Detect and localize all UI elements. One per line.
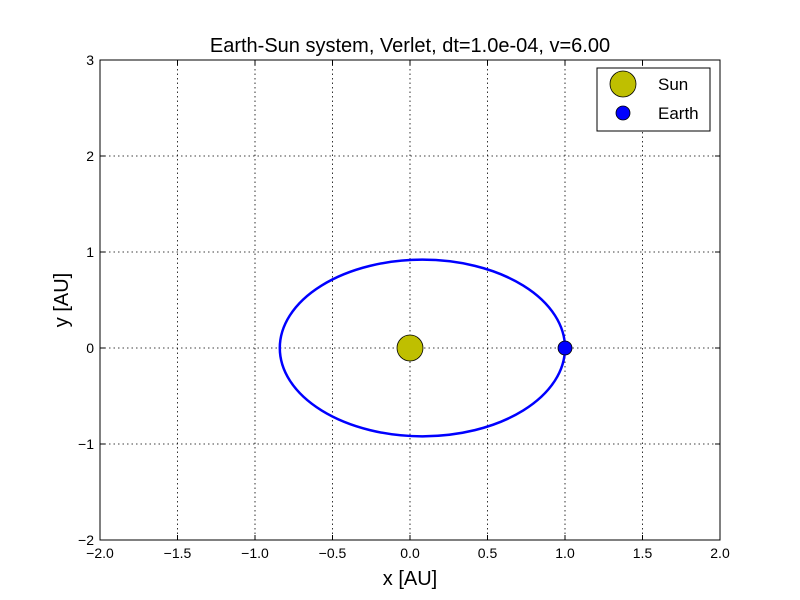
- y-tick-label: 0: [86, 340, 94, 356]
- x-tick-labels: −2.0 −1.5 −1.0 −0.5 0.0 0.5 1.0 1.5 2.0: [86, 545, 730, 561]
- x-tick-label: −0.5: [319, 545, 347, 561]
- y-tick-label: 3: [86, 52, 94, 68]
- x-tick-label: 0.0: [400, 545, 420, 561]
- x-tick-label: −1.5: [164, 545, 192, 561]
- y-tick-label: −2: [78, 532, 94, 548]
- legend: Sun Earth: [596, 67, 711, 132]
- points-layer: [396, 334, 573, 362]
- y-tick-label: 2: [86, 148, 94, 164]
- legend-sun-marker: [609, 70, 637, 98]
- y-tick-label: −1: [78, 436, 94, 452]
- x-axis-label: x [AU]: [383, 568, 437, 590]
- y-axis-label: y [AU]: [51, 273, 73, 327]
- ticks: [99, 59, 721, 541]
- chart-title: Earth-Sun system, Verlet, dt=1.0e-04, v=…: [210, 35, 610, 57]
- x-tick-label: 1.0: [555, 545, 575, 561]
- legend-earth-label: Earth: [658, 104, 699, 123]
- grid: [100, 60, 720, 540]
- legend-sun-label: Sun: [658, 75, 688, 94]
- legend-earth-marker: [615, 105, 631, 121]
- y-tick-label: 1: [86, 244, 94, 260]
- earth-point: [557, 340, 573, 356]
- sun-point: [396, 334, 424, 362]
- x-tick-label: −2.0: [86, 545, 114, 561]
- y-tick-labels: −2 −1 0 1 2 3: [78, 52, 94, 548]
- x-tick-label: 2.0: [710, 545, 730, 561]
- x-tick-label: −1.0: [241, 545, 269, 561]
- x-tick-label: 1.5: [633, 545, 653, 561]
- x-tick-label: 0.5: [478, 545, 498, 561]
